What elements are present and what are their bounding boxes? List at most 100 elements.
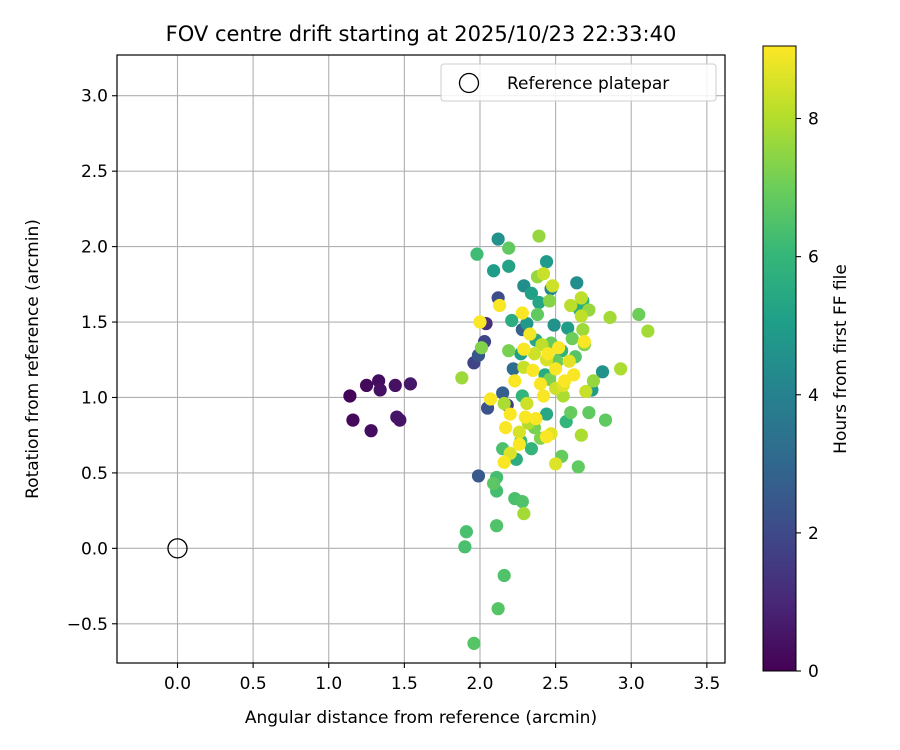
data-point [536,267,551,281]
data-point [512,437,526,451]
data-point [632,307,646,322]
data-point [524,286,539,300]
x-axis-ticks: 0.0 0.5 1.0 1.5 2.0 2.5 3.0 3.5 [164,663,720,694]
data-point [493,298,507,313]
data-point [564,405,578,420]
data-point [586,374,601,388]
data-point [529,411,543,426]
data-point [490,519,504,533]
data-point [474,341,489,355]
y-tick-label: 1.5 [81,313,108,333]
data-point [491,602,505,616]
y-tick-label: 0.5 [81,464,108,484]
data-point [512,425,526,439]
data-point [388,378,402,393]
data-point [561,321,575,335]
x-tick-label: 3.0 [618,674,645,694]
grid-lines [117,55,725,663]
data-point [483,392,498,406]
data-point [577,335,591,349]
data-point [459,525,473,539]
data-point [603,310,617,325]
x-tick-label: 0.5 [240,674,267,694]
data-point [571,460,585,474]
data-point [496,386,510,400]
y-tick-label: 2.0 [81,238,108,258]
y-axis-label: Rotation from reference (arcmin) [23,219,43,499]
data-point [564,298,578,313]
data-point [582,405,596,420]
data-point [455,371,469,385]
x-tick-label: 0.0 [164,674,191,694]
chart-title: FOV centre drift starting at 2025/10/23 … [166,22,677,46]
data-point [574,291,588,305]
data-point [536,389,551,403]
x-tick-label: 2.5 [542,674,569,694]
x-tick-label: 1.5 [391,674,418,694]
y-axis-ticks: −0.5 0.0 0.5 1.0 1.5 2.0 2.5 3.0 [67,87,117,635]
data-point [542,294,557,308]
reference-marker-layer [167,538,188,559]
colorbar-tick-label: 4 [808,386,819,406]
data-point [458,540,472,554]
data-point [558,374,572,388]
y-tick-label: 0.0 [81,539,108,559]
data-point [532,229,546,243]
data-point [393,413,407,427]
data-point [541,347,555,361]
data-point [373,383,387,397]
data-point [502,259,516,273]
data-point [499,421,513,435]
data-point [359,378,374,393]
data-point [539,430,554,444]
y-tick-label: 3.0 [81,87,108,107]
data-point [547,318,561,332]
data-point [595,365,610,379]
data-point [346,413,360,427]
colorbar-bar [762,45,797,672]
colorbar-label: Hours from first FF file [831,264,851,454]
y-tick-label: −0.5 [67,615,108,635]
data-point [364,424,378,438]
data-point [598,413,613,427]
data-point [614,362,628,376]
data-point [508,374,522,388]
data-point [503,407,517,421]
reference-platepar-marker [167,538,188,559]
data-point [579,384,593,399]
data-points [343,229,655,650]
x-tick-label: 2.0 [466,674,493,694]
data-point [576,322,590,337]
data-point [549,362,563,376]
data-point [526,363,540,377]
data-point [517,342,531,356]
legend-box [440,63,717,102]
data-point [502,241,516,255]
data-point [473,315,487,329]
legend-reference-marker [458,72,480,94]
data-point [524,442,539,456]
data-point [545,279,560,293]
data-point [470,247,484,261]
data-point [515,306,529,320]
legend: Reference platepar [440,63,717,102]
data-point [562,354,576,368]
data-point [471,469,486,483]
data-point [520,316,534,331]
data-point [574,428,588,442]
data-point [539,255,554,269]
colorbar-tick-label: 2 [808,524,819,544]
data-point [497,396,511,411]
colorbar-ticks: 0 2 4 6 8 [796,110,819,682]
colorbar: 0 2 4 6 8 Hours from first FF file [762,45,851,682]
data-point [549,457,563,471]
data-point [539,407,554,421]
data-point [532,295,546,310]
data-point [523,327,537,341]
y-tick-label: 1.0 [81,388,108,408]
data-point [502,344,516,358]
data-point [552,341,566,355]
data-point [467,636,481,650]
data-point [570,276,584,290]
